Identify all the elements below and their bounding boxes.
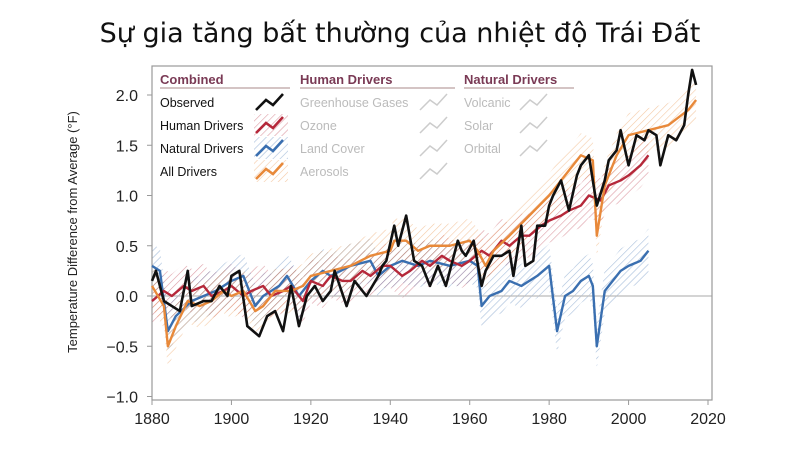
legend-item-all-drivers: All Drivers bbox=[160, 165, 217, 179]
legend-item-greenhouse-gases: Greenhouse Gases bbox=[300, 96, 408, 110]
x-tick-label: 1900 bbox=[214, 411, 250, 428]
legend-swatch-greenhouse-gases-icon bbox=[419, 93, 448, 111]
x-tick-label: 1880 bbox=[134, 411, 170, 428]
y-tick-label: 1.5 bbox=[116, 138, 138, 155]
legend-item-human-drivers: Human Drivers bbox=[160, 119, 243, 133]
x-tick-label: 1920 bbox=[293, 411, 329, 428]
legend-heading-human-drivers: Human Drivers bbox=[300, 72, 392, 87]
legend-swatch-aerosols-icon bbox=[419, 162, 448, 180]
legend-swatch-ozone-icon bbox=[419, 116, 448, 134]
chart-title: Sự gia tăng bất thường của nhiệt độ Trái… bbox=[99, 18, 701, 49]
y-tick-label: 2.0 bbox=[116, 88, 138, 105]
y-tick-label: −0.5 bbox=[106, 339, 138, 356]
x-tick-label: 1960 bbox=[452, 411, 488, 428]
x-tick-label: 1940 bbox=[372, 411, 408, 428]
y-tick-label: −1.0 bbox=[106, 390, 138, 407]
legend-item-ozone: Ozone bbox=[300, 119, 337, 133]
y-axis-label: Temperature Difference from Average (°F) bbox=[65, 111, 80, 353]
legend-item-aerosols: Aerosols bbox=[300, 165, 349, 179]
legend-item-observed: Observed bbox=[160, 96, 214, 110]
legend-item-land-cover: Land Cover bbox=[300, 142, 365, 156]
legend-swatch-land-cover-icon bbox=[419, 139, 448, 157]
legend-swatch-volcanic-icon bbox=[519, 93, 548, 111]
legend-swatch-human-drivers-icon bbox=[255, 116, 284, 134]
legend-swatch-orbital-icon bbox=[519, 139, 548, 157]
y-tick-label: 0.0 bbox=[116, 289, 138, 306]
legend-swatch-natural-drivers-icon bbox=[255, 139, 284, 157]
legend-swatch-solar-icon bbox=[519, 116, 548, 134]
legend-item-orbital: Orbital bbox=[464, 142, 501, 156]
x-tick-label: 2020 bbox=[690, 411, 726, 428]
legend-heading-natural-drivers: Natural Drivers bbox=[464, 72, 557, 87]
plot-frame bbox=[151, 65, 713, 401]
legend-heading-combined: Combined bbox=[160, 72, 224, 87]
legend-item-volcanic: Volcanic bbox=[464, 96, 511, 110]
legend-item-solar: Solar bbox=[464, 119, 493, 133]
human-drivers-line bbox=[151, 154, 650, 303]
x-tick-label: 1980 bbox=[531, 411, 567, 428]
legend-item-natural-drivers: Natural Drivers bbox=[160, 142, 243, 156]
y-tick-label: 0.5 bbox=[116, 239, 138, 256]
legend-swatch-observed-icon bbox=[255, 93, 284, 111]
legend: Combined Observed Human Drivers Natural Dri… bbox=[160, 72, 574, 182]
x-tick-label: 2000 bbox=[611, 411, 647, 428]
legend-swatch-all-drivers-icon bbox=[255, 162, 284, 180]
y-tick-label: 1.0 bbox=[116, 189, 138, 206]
observed-line bbox=[150, 68, 698, 338]
